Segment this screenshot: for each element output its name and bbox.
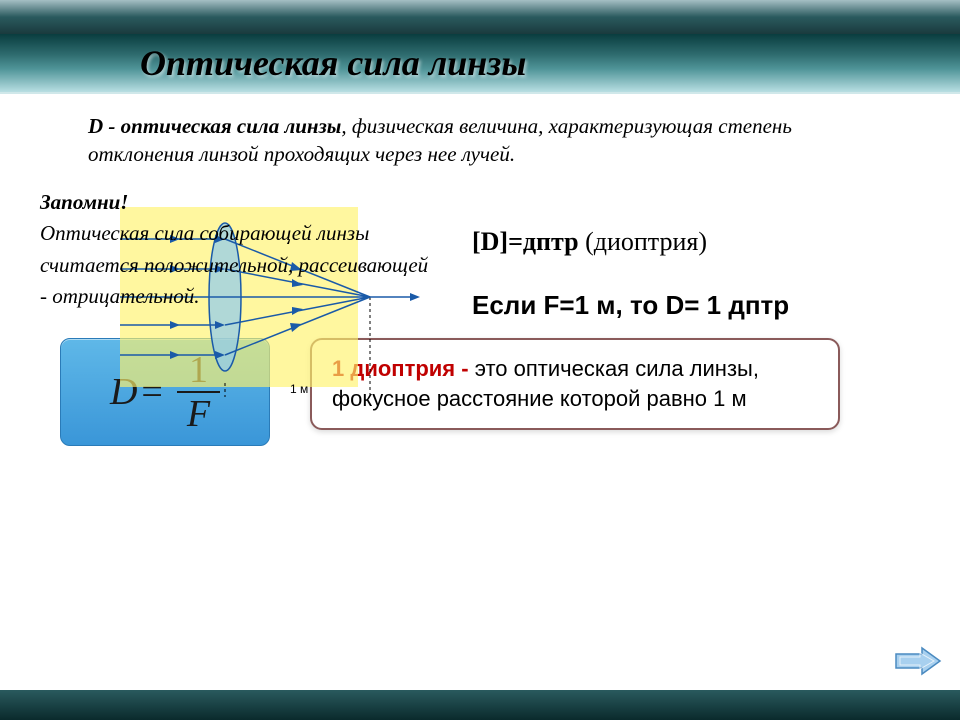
remember-body: Оптическая сила собирающей линзы считает… xyxy=(40,221,428,308)
mid-row: 1 м Запомни! Оптическая сила собирающей … xyxy=(40,187,920,323)
unit-paren: (диоптрия) xyxy=(585,227,707,256)
content-area: D - оптическая сила линзы, физическая ве… xyxy=(0,94,960,446)
label-1m: 1 м xyxy=(290,382,308,396)
title-band: Оптическая сила линзы xyxy=(0,34,960,94)
bottom-bar xyxy=(0,690,960,720)
remember-header: Запомни! xyxy=(40,190,128,214)
definition-text: D - оптическая сила линзы, физическая ве… xyxy=(40,106,920,183)
top-bar xyxy=(0,0,960,34)
right-column: [D]=дптр (диоптрия) Если F=1 м, то D= 1 … xyxy=(442,187,920,323)
remember-box: Запомни! Оптическая сила собирающей линз… xyxy=(40,187,430,313)
unit-line: [D]=дптр (диоптрия) xyxy=(472,227,920,257)
unit-lhs: [D]=дптр xyxy=(472,227,585,256)
definition-symbol: D - оптическая сила линзы xyxy=(88,114,341,138)
left-column: 1 м Запомни! Оптическая сила собирающей … xyxy=(40,187,430,313)
next-arrow-icon[interactable] xyxy=(894,646,942,676)
example-line: Если F=1 м, то D= 1 дптр xyxy=(472,289,920,323)
page-title: Оптическая сила линзы xyxy=(140,42,526,84)
